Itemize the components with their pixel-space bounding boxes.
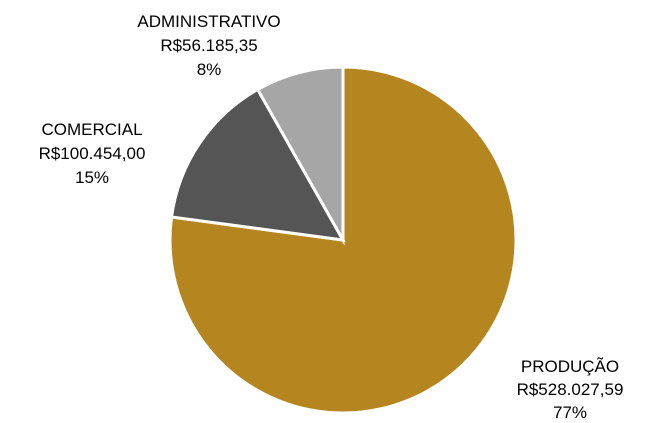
data-label-name: PRODUÇÃO (521, 357, 619, 376)
data-label-administrativo: ADMINISTRATIVO R$56.185,35 8% (137, 12, 280, 79)
data-label-value: R$528.027,59 (517, 380, 624, 399)
data-label-comercial: COMERCIAL R$100.454,00 15% (39, 120, 146, 187)
data-label-producao: PRODUÇÃO R$528.027,59 77% (517, 357, 624, 422)
data-label-name: ADMINISTRATIVO (137, 12, 280, 31)
data-label-value: R$56.185,35 (160, 36, 257, 55)
slice-comercial (169, 87, 346, 242)
data-label-value: R$100.454,00 (39, 144, 146, 163)
data-label-percent: 15% (75, 168, 109, 187)
data-label-percent: 8% (197, 60, 222, 79)
slice-administrativo (255, 65, 345, 246)
pie-slices (168, 65, 518, 415)
data-label-name: COMERCIAL (41, 120, 142, 139)
data-label-percent: 77% (553, 403, 587, 422)
